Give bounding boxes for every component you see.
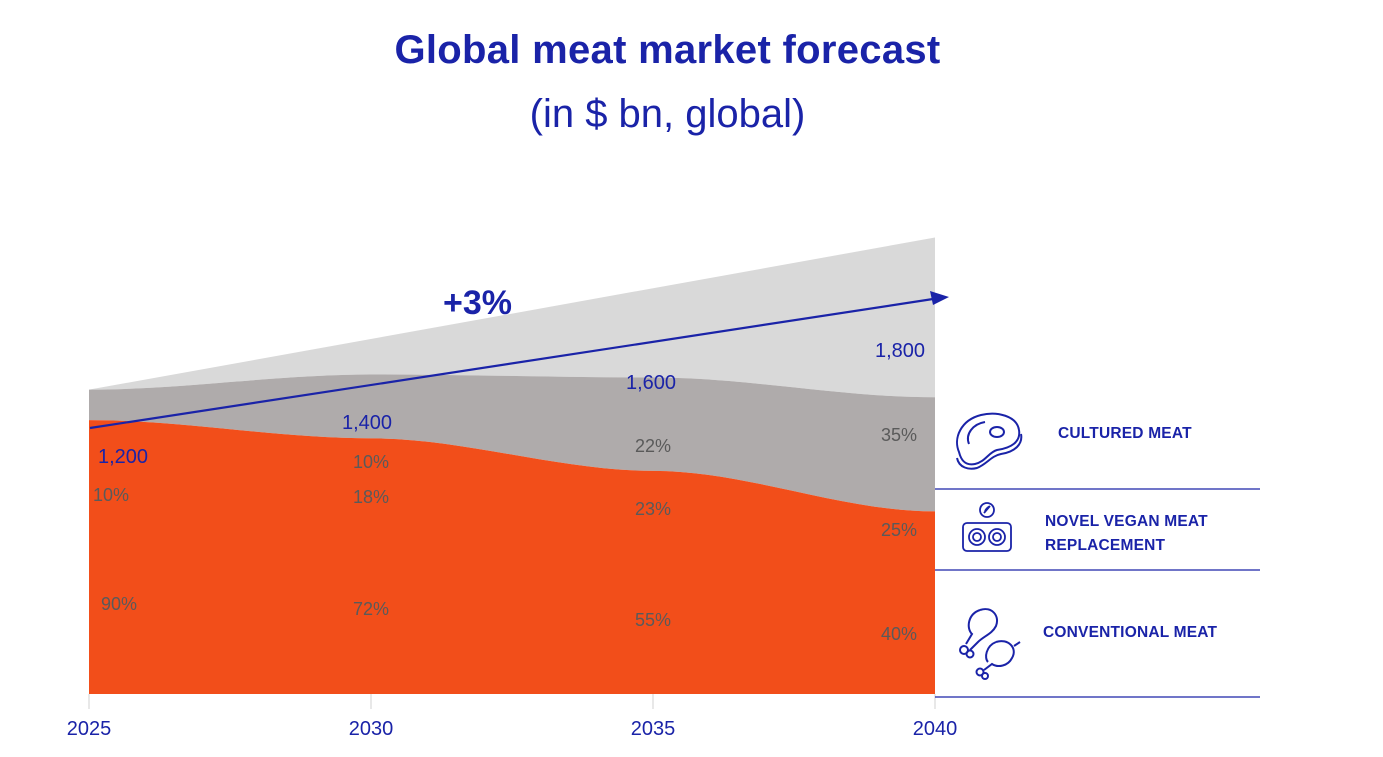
pct-label-conventional-2025: 90% [101, 594, 137, 614]
pct-label-cultured-2040: 35% [881, 425, 917, 445]
legend-label-cultured-meat: CULTURED MEAT [1058, 425, 1192, 442]
chicken-drumstick-icon [959, 608, 1021, 680]
area-conventional-meat [89, 420, 935, 694]
pct-label-conventional-2040: 40% [881, 624, 917, 644]
chart-subtitle: (in $ bn, global) [529, 92, 806, 136]
total-label-2040: 1,800 [875, 340, 925, 362]
total-label-2025: 1,200 [98, 446, 148, 468]
x-label-2035: 2035 [631, 718, 676, 740]
steak-icon [956, 412, 1023, 470]
total-label-2035: 1,600 [626, 372, 676, 394]
legend-label-conventional-meat: CONVENTIONAL MEAT [1043, 624, 1218, 641]
legend-label-vegan-meat: NOVEL VEGAN MEAT REPLACEMENT [1045, 513, 1208, 554]
pct-label-conventional-2035: 55% [635, 610, 671, 630]
vegan-patty-icon [962, 502, 1012, 552]
x-label-2025: 2025 [67, 718, 112, 740]
pct-label-cultured-2030: 10% [353, 452, 389, 472]
growth-annotation: +3% [443, 284, 512, 322]
chart-title: Global meat market forecast [394, 28, 941, 72]
x-label-2030: 2030 [349, 718, 394, 740]
pct-label-cultured-2035: 22% [635, 436, 671, 456]
pct-label-vegan-2030: 18% [353, 487, 389, 507]
growth-arrow-head [930, 291, 949, 305]
growth-arrow-line [89, 297, 934, 430]
x-label-2040: 2040 [913, 718, 958, 740]
area-cultured-meat [89, 237, 935, 398]
pct-label-conventional-2030: 72% [353, 599, 389, 619]
total-label-2030: 1,400 [342, 412, 392, 434]
pct-label-vegan-2025: 10% [93, 485, 129, 505]
area-vegan-meat [89, 374, 935, 512]
pct-label-vegan-2040: 25% [881, 520, 917, 540]
pct-label-vegan-2035: 23% [635, 499, 671, 519]
